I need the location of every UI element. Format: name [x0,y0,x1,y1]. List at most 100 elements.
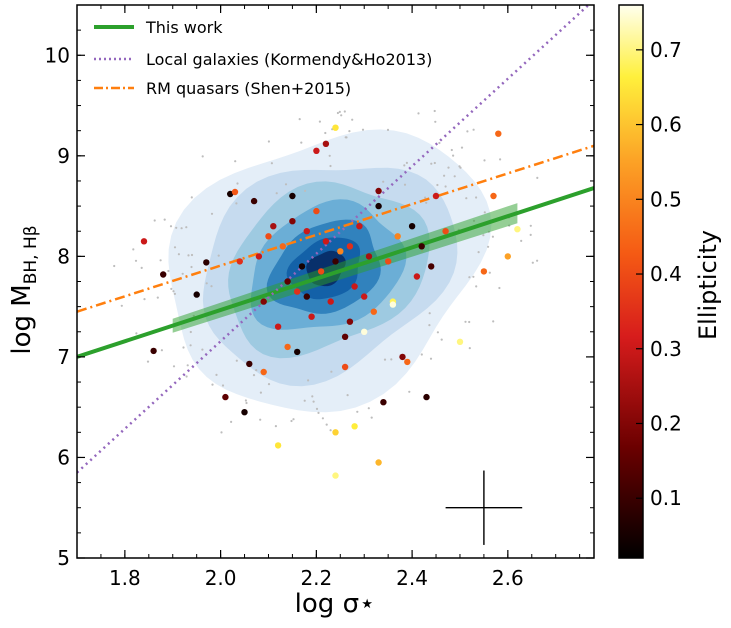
sample-dot [284,183,288,186]
data-point [203,259,210,266]
sample-dot [317,411,320,414]
data-point [341,363,349,371]
data-point [160,271,167,278]
data-point [337,248,344,255]
data-point [317,268,325,275]
sample-dot [181,272,184,275]
sample-dot [221,384,225,387]
data-point [250,197,258,205]
y-axis-title-sub: BH, Hβ [21,225,41,284]
y-tick-label: 5 [57,546,70,570]
plot-area: 1.8 2.0 2.2 2.4 2.6 5 6 7 8 9 10 [45,4,595,590]
data-point [289,192,296,200]
sample-dot [312,400,315,403]
data-point [413,273,421,280]
x-tick-label: 2.4 [396,566,428,590]
sample-dot [235,359,238,362]
axis-ticks: 1.8 2.0 2.2 2.4 2.6 5 6 7 8 9 10 [45,4,594,590]
sample-dot [475,285,478,288]
data-point [365,253,373,260]
data-point [308,313,315,320]
y-tick-label: 6 [57,445,70,469]
y-axis-title: log MBH, Hβ [7,225,41,354]
sample-dot [315,407,319,410]
legend-label-rm-quasars: RM quasars (Shen+2015) [146,79,351,98]
sample-dot [292,418,295,421]
y-tick-label: 7 [57,345,70,369]
data-point [380,399,387,406]
legend-label-this-work: This work [145,18,223,37]
data-point [303,228,310,235]
data-point [322,140,330,147]
sample-dot [499,158,502,161]
sample-dot [338,110,341,113]
sample-dot [492,320,495,323]
sample-dot [330,370,333,373]
sample-dot [464,320,467,323]
data-point [346,318,354,325]
sample-dot [531,261,534,264]
colorbar-tick-label: 0.1 [650,486,682,510]
sample-dot [135,332,138,335]
sample-dot [259,418,262,421]
sample-dot [304,189,307,192]
sample-dot [429,357,433,360]
data-point [351,423,358,430]
data-point [298,263,306,270]
sample-dot [170,287,173,290]
sample-dot [488,271,491,274]
sample-dot [210,212,214,215]
sample-dot [468,347,471,350]
sample-dot [143,298,146,301]
sample-dot [270,162,273,165]
data-point [303,293,310,300]
data-point [408,223,416,230]
data-point [241,409,248,416]
data-point [361,328,368,335]
sample-dot [356,410,359,413]
data-point [313,207,320,215]
sample-dot [466,130,469,133]
sample-dot [340,114,343,117]
data-point [274,323,282,330]
sample-dot [234,160,237,163]
sample-dot [343,110,346,113]
sample-dot [367,407,370,410]
sample-dot [259,391,262,394]
sample-dot [351,118,354,121]
data-point [332,258,339,265]
sample-dot [487,245,490,248]
sample-dot [336,111,339,115]
sample-dot [173,292,176,295]
sample-dot [428,312,431,315]
legend: This work Local galaxies (Kormendy&Ho201… [94,18,432,98]
sample-dot [132,248,135,251]
sample-dot [186,364,189,367]
sample-dot [420,353,423,356]
data-point [375,187,382,195]
sample-dot [438,141,441,145]
relation-lines [77,5,594,474]
data-point [222,393,229,401]
sample-dot [498,286,501,290]
sample-dot [167,269,170,273]
data-point [504,253,511,260]
sample-dot [453,175,456,178]
x-tick-label: 2.2 [300,566,332,590]
colorbar-tick-label: 0.6 [650,113,682,137]
sample-dot [460,146,464,149]
sample-dot [210,285,213,288]
data-point [370,308,377,315]
background-sample-dots [113,109,539,434]
data-point [356,223,363,230]
sample-dot [324,131,327,135]
sample-dot [329,429,332,432]
sample-dot [211,383,214,386]
data-point [423,393,430,401]
sample-dot [529,224,532,227]
y-tick-label: 8 [57,244,70,268]
data-point [332,472,339,479]
sample-dot [443,174,446,177]
data-point [442,228,449,235]
